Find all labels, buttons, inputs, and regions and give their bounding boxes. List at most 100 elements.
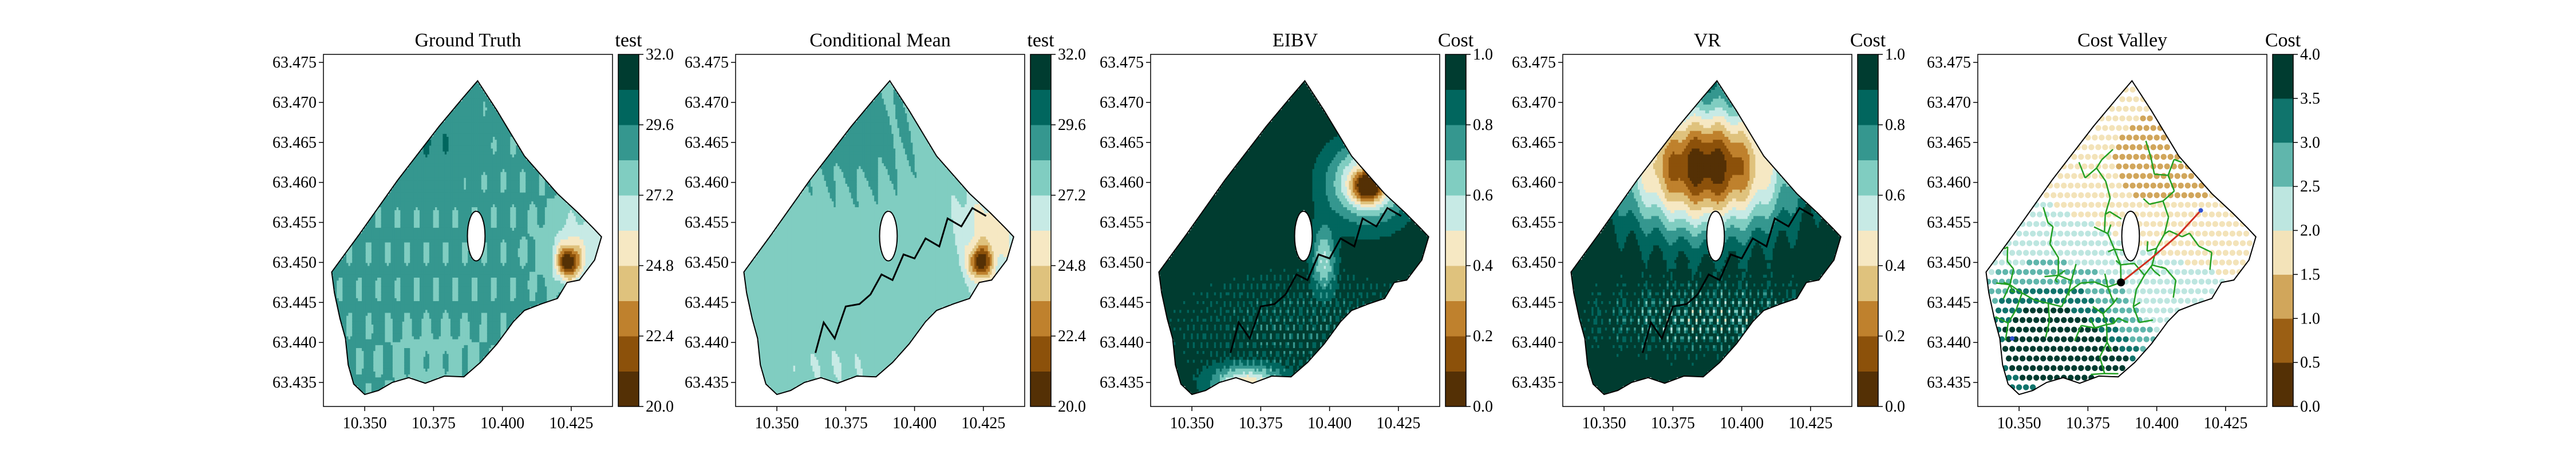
contour-cell — [456, 256, 459, 260]
contour-cell — [379, 380, 382, 384]
contour-cell — [371, 341, 374, 345]
contour-cell — [402, 309, 405, 313]
contour-cell — [447, 265, 449, 269]
contour-cell — [427, 148, 430, 152]
contour-cell — [416, 289, 418, 293]
contour-cell — [394, 298, 397, 301]
contour-cell — [368, 377, 370, 381]
contour-cell — [352, 338, 355, 342]
contour-cell — [433, 242, 436, 246]
contour-cell — [354, 338, 357, 342]
contour-cell — [431, 301, 434, 305]
contour-cell — [448, 291, 451, 295]
contour-cell — [460, 306, 463, 310]
contour-cell — [381, 338, 384, 342]
contour-cell — [431, 298, 434, 301]
contour-cell — [412, 168, 414, 172]
contour-cell — [379, 265, 382, 269]
contour-cell — [427, 268, 430, 272]
contour-cell — [434, 374, 438, 378]
contour-cell — [365, 335, 368, 339]
contour-cell — [371, 348, 374, 352]
contour-cell — [400, 321, 403, 325]
contour-cell — [458, 127, 461, 131]
contour-cell — [377, 280, 380, 284]
contour-cell — [431, 338, 434, 342]
contour-cell — [398, 335, 401, 339]
contour-cell — [458, 368, 461, 372]
contour-cell — [417, 165, 420, 169]
contour-cell — [406, 303, 409, 307]
contour-cell — [404, 280, 407, 284]
contour-cell — [469, 110, 472, 113]
contour-cell — [442, 274, 445, 278]
contour-cell — [408, 244, 410, 248]
contour-cell — [369, 301, 372, 305]
contour-cell — [413, 180, 417, 184]
contour-cell — [381, 283, 384, 287]
contour-cell — [441, 236, 444, 240]
contour-cell — [468, 338, 471, 342]
contour-cell — [441, 198, 444, 202]
contour-cell — [412, 218, 414, 222]
contour-cell — [425, 153, 428, 157]
contour-cell — [400, 335, 403, 339]
contour-cell — [448, 157, 451, 160]
contour-cell — [371, 306, 374, 310]
contour-cell — [341, 294, 343, 298]
contour-cell — [438, 324, 441, 328]
contour-cell — [448, 277, 451, 281]
contour-cell — [355, 315, 359, 319]
contour-cell — [469, 327, 472, 331]
contour-cell — [341, 286, 343, 290]
contour-cell — [358, 350, 361, 354]
contour-cell — [392, 330, 396, 334]
contour-cell — [454, 283, 457, 287]
contour-cell — [433, 283, 436, 287]
contour-cell — [444, 312, 447, 316]
contour-cell — [464, 256, 467, 260]
contour-cell — [471, 192, 475, 196]
contour-cell — [458, 356, 461, 360]
contour-cell — [452, 230, 455, 234]
contour-cell — [408, 224, 410, 228]
contour-cell — [471, 274, 475, 278]
contour-cell — [425, 242, 428, 246]
contour-cell — [441, 165, 444, 169]
contour-cell — [468, 142, 471, 146]
contour-cell — [396, 309, 399, 313]
contour-cell — [377, 230, 380, 234]
contour-cell — [348, 341, 351, 345]
contour-cell — [352, 335, 355, 339]
contour-cell — [417, 198, 420, 202]
contour-cell — [373, 233, 376, 237]
contour-cell — [385, 377, 388, 381]
contour-cell — [454, 309, 457, 313]
contour-cell — [420, 183, 422, 187]
contour-cell — [342, 291, 345, 295]
contour-cell — [381, 374, 384, 378]
contour-cell — [429, 207, 432, 211]
contour-cell — [365, 312, 368, 316]
contour-cell — [464, 371, 467, 375]
contour-cell — [441, 148, 444, 152]
contour-cell — [429, 338, 432, 342]
axes-frame — [323, 54, 613, 407]
contour-cell — [469, 151, 472, 155]
contour-cell — [381, 335, 384, 339]
contour-cell — [404, 192, 407, 196]
contour-cell — [456, 338, 459, 342]
contour-cell — [427, 151, 430, 155]
contour-cell — [342, 315, 345, 319]
contour-cell — [433, 256, 436, 260]
contour-cell — [447, 210, 449, 214]
contour-cell — [412, 312, 414, 316]
contour-cell — [441, 139, 444, 143]
contour-cell — [341, 259, 343, 263]
contour-cell — [379, 291, 382, 295]
contour-cell — [450, 242, 453, 246]
contour-cell — [358, 309, 361, 313]
contour-cell — [427, 145, 430, 149]
contour-cell — [355, 365, 359, 369]
contour-cell — [412, 242, 414, 246]
